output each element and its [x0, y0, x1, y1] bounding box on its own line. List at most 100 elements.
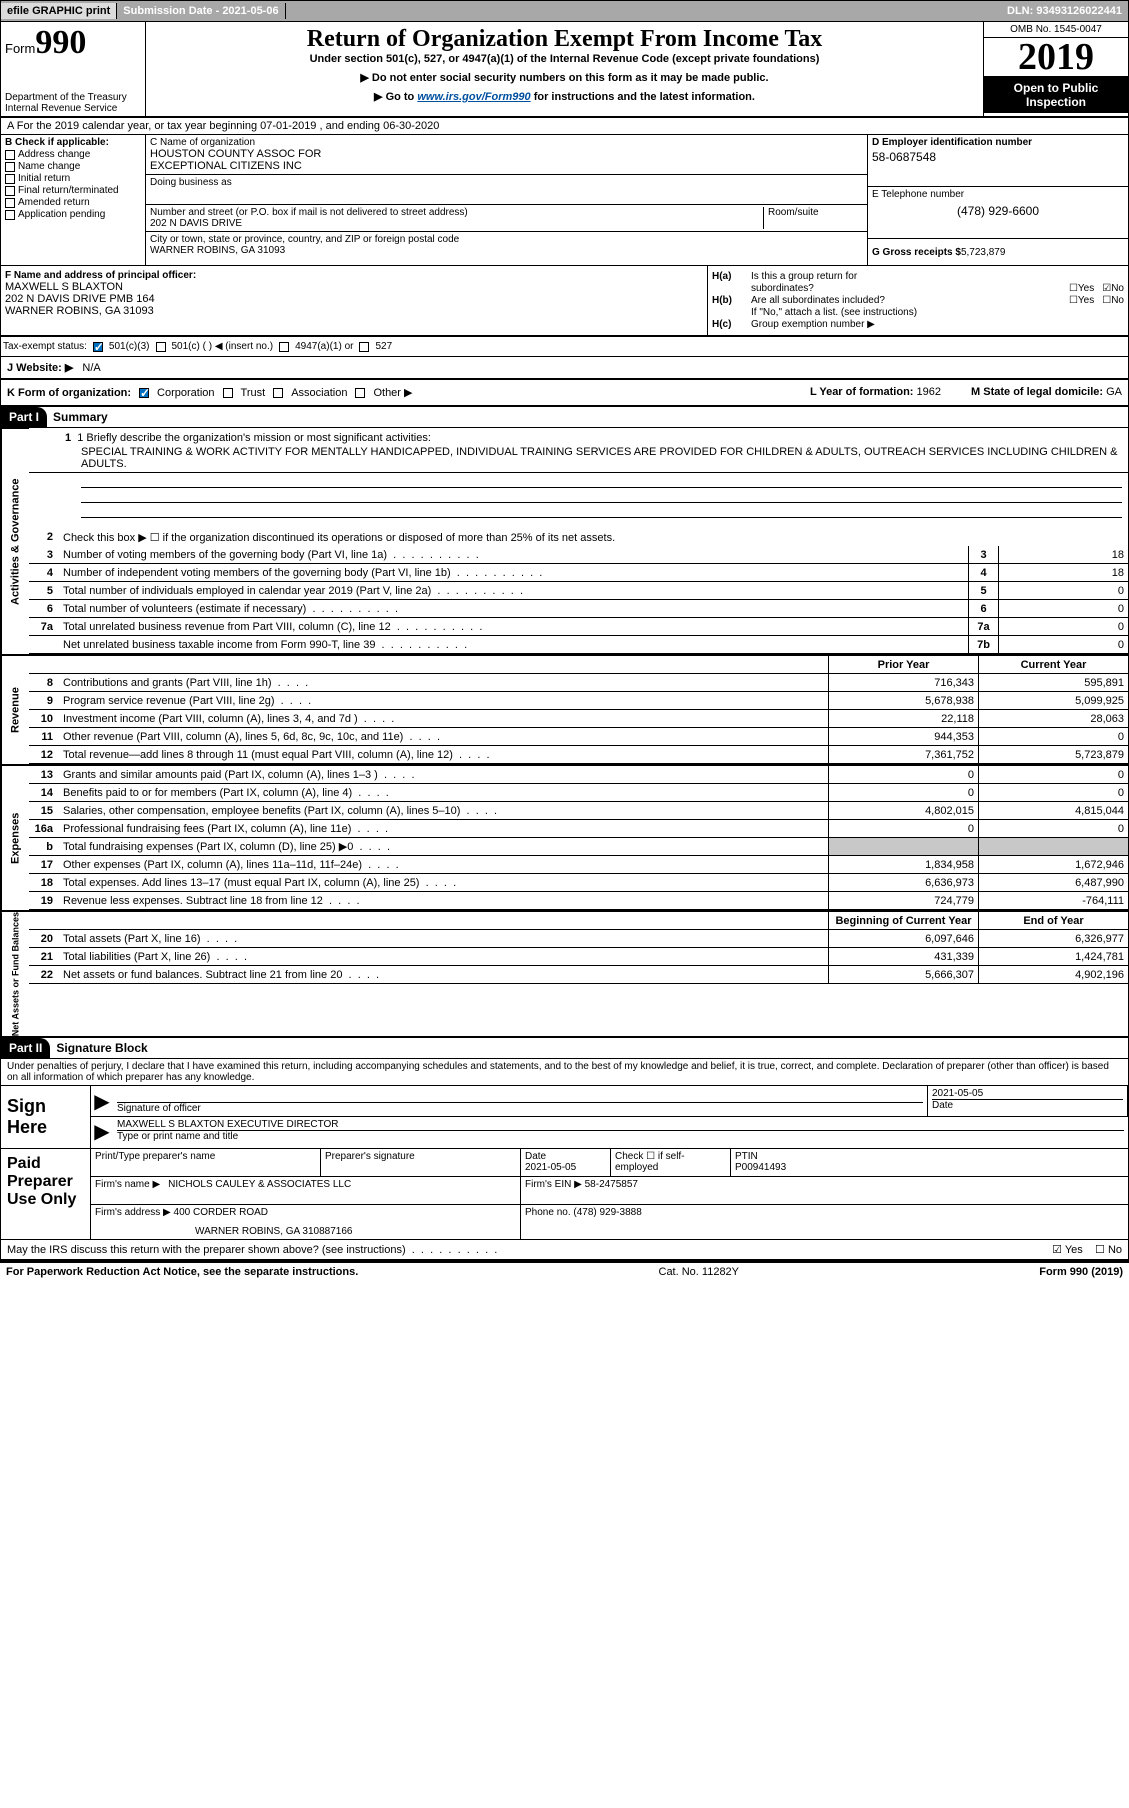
tax-exempt-row: Tax-exempt status: 501(c)(3) 501(c) ( ) …	[1, 336, 1128, 357]
exp-line: 13Grants and similar amounts paid (Part …	[29, 766, 1128, 784]
firm-addr-cell: Firm's address ▶ 400 CORDER ROAD WARNER …	[91, 1205, 521, 1239]
line2: 2 Check this box ▶ ☐ if the organization…	[29, 528, 1128, 546]
addr-change-lbl: Address change	[18, 149, 90, 160]
go-prefix: ▶ Go to	[374, 91, 417, 103]
rev-line: 9Program service revenue (Part VIII, lin…	[29, 692, 1128, 710]
k-right: L Year of formation: 1962 M State of leg…	[810, 386, 1122, 399]
mission: SPECIAL TRAINING & WORK ACTIVITY FOR MEN…	[29, 444, 1128, 473]
ha-yn: ☐Yes ☑No	[1069, 283, 1124, 294]
f-label: F Name and address of principal officer:	[5, 270, 703, 281]
chk-addr-change[interactable]: Address change	[5, 149, 141, 160]
header-left: Form990 Department of the Treasury Inter…	[1, 22, 146, 116]
exp-line: bTotal fundraising expenses (Part IX, co…	[29, 838, 1128, 856]
efile-label[interactable]: efile GRAPHIC print	[1, 3, 117, 19]
chk-app-pending[interactable]: Application pending	[5, 209, 141, 220]
prep-sig-lbl: Preparer's signature	[321, 1149, 521, 1176]
ha-txt: Is this a group return for	[751, 271, 857, 282]
hb-label: H(b)	[712, 295, 747, 306]
chk-trust[interactable]	[223, 388, 233, 398]
rev-line: 12Total revenue—add lines 8 through 11 (…	[29, 746, 1128, 764]
chk-final[interactable]: Final return/terminated	[5, 185, 141, 196]
firm-ein-lbl: Firm's EIN ▶	[525, 1179, 585, 1190]
ag-line: 5Total number of individuals employed in…	[29, 582, 1128, 600]
yes-lbl2: Yes	[1078, 295, 1094, 306]
col-begin: Beginning of Current Year	[828, 912, 978, 929]
gross-value: 5,723,879	[961, 247, 1006, 258]
ptin-cell: PTIN P00941493	[731, 1149, 1128, 1176]
chk-name-change[interactable]: Name change	[5, 161, 141, 172]
paid-preparer-row: Paid Preparer Use Only Print/Type prepar…	[1, 1149, 1128, 1240]
opt-501c3: 501(c)(3)	[109, 341, 150, 352]
part2-title: Signature Block	[50, 1041, 147, 1055]
rev-line: 11Other revenue (Part VIII, column (A), …	[29, 728, 1128, 746]
arrow-icon-2: ▶	[91, 1117, 113, 1145]
blank3	[81, 503, 1122, 518]
chk-527[interactable]	[359, 342, 369, 352]
section-bcd: B Check if applicable: Address change Na…	[1, 135, 1128, 266]
part1-title: Summary	[47, 410, 108, 424]
tel-label: E Telephone number	[872, 189, 1124, 200]
penalty-text: Under penalties of perjury, I declare th…	[1, 1059, 1128, 1086]
inspect-2: Inspection	[988, 95, 1124, 109]
room-suite: Room/suite	[763, 207, 863, 229]
c-city-block: City or town, state or province, country…	[146, 232, 867, 258]
form-title: Return of Organization Exempt From Incom…	[150, 26, 979, 53]
go-link[interactable]: www.irs.gov/Form990	[417, 91, 530, 103]
go-suffix: for instructions and the latest informat…	[531, 91, 755, 103]
app-pending-lbl: Application pending	[18, 209, 105, 220]
exp-line: 15Salaries, other compensation, employee…	[29, 802, 1128, 820]
exp-line: 17Other expenses (Part IX, column (A), l…	[29, 856, 1128, 874]
chk-501c3[interactable]	[93, 342, 103, 352]
name-change-lbl: Name change	[18, 161, 80, 172]
prep-date-cell: Date 2021-05-05	[521, 1149, 611, 1176]
city-label: City or town, state or province, country…	[150, 234, 863, 245]
city-value: WARNER ROBINS, GA 31093	[150, 245, 863, 256]
ha-row2: subordinates? ☐Yes ☑No	[712, 283, 1124, 294]
chk-amended[interactable]: Amended return	[5, 197, 141, 208]
type-name-lbl: Type or print name and title	[117, 1130, 1124, 1142]
sig-officer-cell: Signature of officer	[113, 1086, 928, 1116]
footer-right: Form 990 (2019)	[1039, 1266, 1123, 1278]
hb-yes[interactable]: ☐Yes	[1069, 295, 1094, 306]
chk-assoc[interactable]	[273, 388, 283, 398]
header-sub2: ▶ Do not enter social security numbers o…	[150, 71, 979, 84]
col-c: C Name of organization HOUSTON COUNTY AS…	[146, 135, 868, 265]
chk-4947[interactable]	[279, 342, 289, 352]
discuss-yes[interactable]: ☑ Yes	[1052, 1244, 1083, 1256]
officer-name: MAXWELL S BLAXTON	[5, 281, 703, 293]
ag-line: 4Number of independent voting members of…	[29, 564, 1128, 582]
c-dba: Doing business as	[146, 175, 867, 205]
c-name-block: C Name of organization HOUSTON COUNTY AS…	[146, 135, 867, 175]
hb-no[interactable]: ☐No	[1102, 295, 1124, 306]
section-fh: F Name and address of principal officer:…	[1, 266, 1128, 336]
l-label: L Year of formation:	[810, 386, 917, 398]
h-right: H(a) Is this a group return for subordin…	[708, 266, 1128, 335]
ha-yes[interactable]: ☐Yes	[1069, 283, 1094, 294]
l-val: 1962	[917, 386, 941, 398]
chk-501c[interactable]	[156, 342, 166, 352]
firm-ein-cell: Firm's EIN ▶ 58-2475857	[521, 1177, 1128, 1204]
org-name-1: HOUSTON COUNTY ASSOC FOR	[150, 148, 863, 160]
form-prefix: Form	[5, 41, 35, 56]
l-year: L Year of formation: 1962	[810, 386, 941, 399]
check-self[interactable]: Check ☐ if self-employed	[611, 1149, 731, 1176]
ha-no[interactable]: ☑No	[1102, 283, 1124, 294]
exp-line: 16aProfessional fundraising fees (Part I…	[29, 820, 1128, 838]
street-value: 202 N DAVIS DRIVE	[150, 218, 763, 229]
rev-line: 10Investment income (Part VIII, column (…	[29, 710, 1128, 728]
chk-other[interactable]	[355, 388, 365, 398]
discuss-no[interactable]: ☐ No	[1095, 1244, 1122, 1256]
k-other: Other ▶	[373, 386, 412, 399]
blank2	[81, 488, 1122, 503]
exp-content: 13Grants and similar amounts paid (Part …	[29, 766, 1128, 910]
firm-name: NICHOLS CAULEY & ASSOCIATES LLC	[168, 1179, 351, 1202]
chk-initial[interactable]: Initial return	[5, 173, 141, 184]
initial-lbl: Initial return	[18, 173, 70, 184]
officer-addr1: 202 N DAVIS DRIVE PMB 164	[5, 293, 703, 305]
side-expenses: Expenses	[1, 766, 29, 910]
firm-ein: 58-2475857	[585, 1179, 638, 1190]
amended-lbl: Amended return	[18, 197, 90, 208]
officer-type-cell: MAXWELL S BLAXTON EXECUTIVE DIRECTOR Typ…	[113, 1117, 1128, 1145]
chk-corp[interactable]	[139, 388, 149, 398]
b-label: B Check if applicable:	[5, 137, 141, 148]
